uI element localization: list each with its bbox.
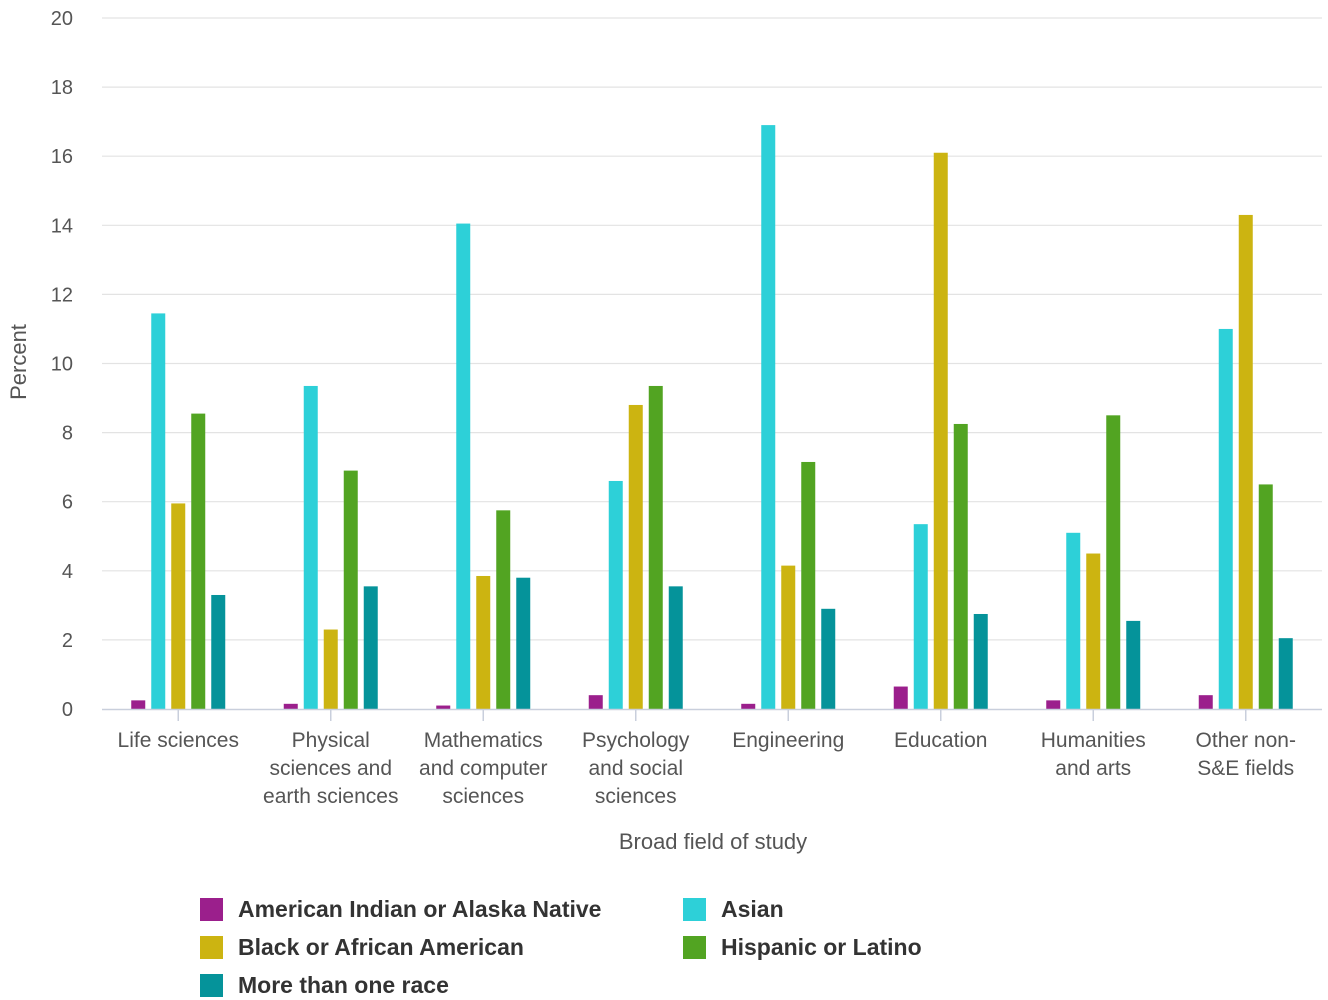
bar bbox=[191, 413, 206, 709]
y-tick-label: 8 bbox=[62, 423, 73, 445]
y-tick-label: 12 bbox=[51, 284, 73, 306]
legend-label: Black or African American bbox=[238, 933, 524, 960]
bar bbox=[741, 703, 756, 709]
bar bbox=[1046, 700, 1061, 709]
y-tick-label: 4 bbox=[62, 561, 73, 583]
bar bbox=[648, 385, 663, 709]
x-category-label: Psychology and social sciences bbox=[582, 729, 690, 808]
x-category-label: Education bbox=[894, 729, 987, 752]
bar bbox=[1066, 532, 1081, 709]
bar bbox=[456, 223, 471, 709]
bar bbox=[933, 152, 948, 709]
bar bbox=[973, 613, 988, 709]
bar bbox=[363, 586, 378, 709]
legend-item: Asian bbox=[683, 895, 784, 923]
legend-swatch bbox=[683, 897, 706, 921]
y-axis-title: Percent bbox=[6, 324, 31, 400]
bar bbox=[588, 695, 603, 709]
x-category-label: Other non-S&E fields bbox=[1196, 729, 1296, 780]
legend-swatch bbox=[200, 935, 223, 959]
gridlines bbox=[102, 17, 1322, 641]
bar bbox=[211, 594, 226, 709]
legend-item: Hispanic or Latino bbox=[683, 933, 922, 961]
x-category-label: Physical sciences and earth sciences bbox=[263, 729, 398, 808]
bar bbox=[893, 686, 908, 709]
bar bbox=[151, 313, 166, 709]
y-tick-label: 6 bbox=[62, 492, 73, 514]
y-tick-label: 20 bbox=[51, 8, 73, 30]
bar bbox=[171, 503, 186, 709]
bar bbox=[913, 524, 928, 709]
y-tick-label: 0 bbox=[62, 699, 73, 721]
bar bbox=[1238, 214, 1253, 709]
bar bbox=[343, 470, 358, 709]
x-axis: Life sciences Physical sciences and earth s… bbox=[102, 708, 1322, 808]
bar bbox=[476, 575, 491, 709]
bar bbox=[821, 608, 836, 709]
bar bbox=[1218, 328, 1233, 709]
legend-swatch bbox=[200, 897, 223, 921]
x-category-label: Engineering bbox=[732, 729, 844, 752]
bar bbox=[323, 629, 338, 709]
bar bbox=[668, 586, 683, 709]
x-axis-title: Broad field of study bbox=[619, 829, 807, 854]
bar bbox=[131, 700, 146, 709]
bar bbox=[1258, 484, 1273, 709]
y-tick-label: 10 bbox=[51, 354, 73, 376]
bar bbox=[953, 423, 968, 709]
bar bbox=[303, 385, 318, 709]
bar bbox=[1106, 415, 1121, 709]
bars bbox=[131, 125, 1293, 710]
bar bbox=[781, 565, 796, 709]
bar bbox=[608, 480, 623, 709]
x-category-label: Humanities and arts bbox=[1041, 729, 1146, 780]
legend-swatch bbox=[200, 973, 223, 997]
legend-label: Hispanic or Latino bbox=[721, 933, 922, 960]
y-tick-label: 18 bbox=[51, 77, 73, 99]
y-tick-label: 14 bbox=[51, 215, 73, 237]
legend-label: Asian bbox=[721, 895, 784, 922]
bar bbox=[1086, 553, 1101, 709]
bar bbox=[516, 577, 531, 709]
legend-label: More than one race bbox=[238, 971, 449, 998]
x-category-label: Mathematics and computer sciences bbox=[419, 729, 547, 808]
x-category-label: Life sciences bbox=[118, 729, 239, 752]
legend-swatch bbox=[683, 935, 706, 959]
legend-item: Black or African American bbox=[200, 933, 524, 961]
bar bbox=[628, 404, 643, 709]
bar bbox=[496, 510, 511, 709]
bar-chart: 0 2 4 6 8 10 12 14 16 18 20 Life sciences Physical s… bbox=[6, 8, 1322, 854]
bar bbox=[801, 461, 816, 709]
legend-label: American Indian or Alaska Native bbox=[238, 895, 602, 922]
bar bbox=[761, 125, 776, 710]
bar bbox=[1126, 620, 1141, 709]
bar bbox=[436, 705, 451, 709]
legend-item: More than one race bbox=[200, 971, 449, 999]
bar bbox=[1198, 695, 1213, 709]
bar bbox=[283, 703, 298, 709]
y-tick-label: 16 bbox=[51, 146, 73, 168]
y-axis-ticks: 0 2 4 6 8 10 12 14 16 18 20 bbox=[51, 8, 73, 721]
legend-item: American Indian or Alaska Native bbox=[200, 895, 601, 923]
y-tick-label: 2 bbox=[62, 630, 73, 652]
bar bbox=[1278, 638, 1293, 709]
